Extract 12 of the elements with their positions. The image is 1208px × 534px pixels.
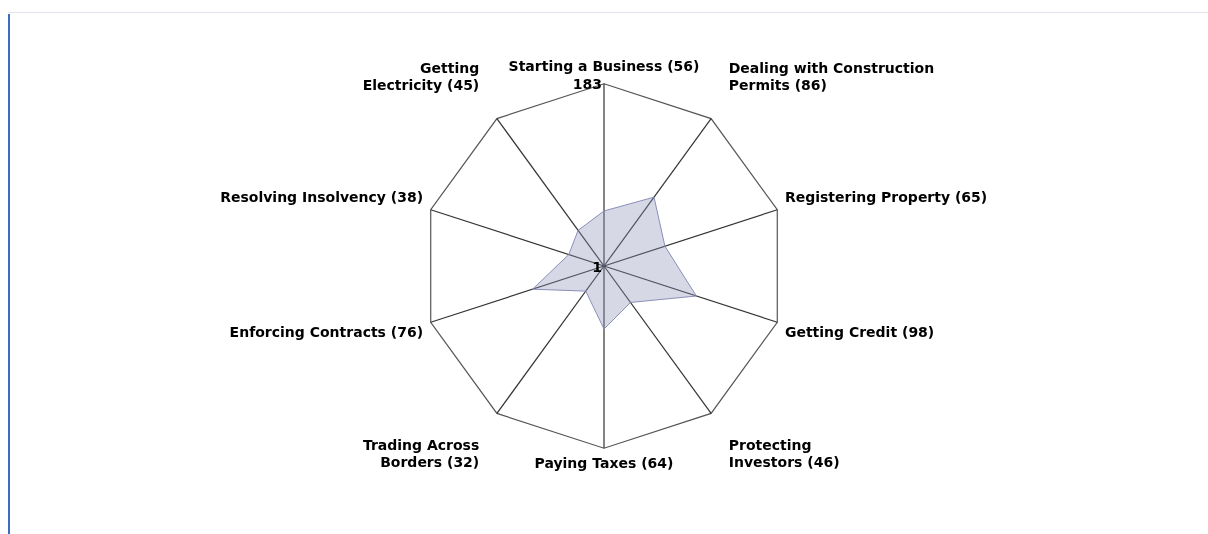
spoke-label: Protecting Investors (46)	[728, 436, 840, 470]
spoke-label: Enforcing Contracts (76)	[229, 323, 424, 340]
spoke-label: Resolving Insolvency (38)	[220, 189, 424, 206]
spoke-label: Dealing with Construction Permits (86)	[728, 59, 935, 93]
y-tick-label: 183	[572, 76, 602, 93]
spoke-label: Getting Electricity (45)	[362, 59, 480, 93]
spoke-label: Trading Across Borders (32)	[362, 436, 480, 470]
spoke-label: Registering Property (65)	[784, 189, 988, 206]
spoke-label: Starting a Business (56)	[508, 58, 700, 75]
spoke-label: Paying Taxes (64)	[534, 455, 674, 472]
spoke-label: Getting Credit (98)	[784, 323, 935, 340]
y-tick-label: 1	[592, 258, 602, 275]
